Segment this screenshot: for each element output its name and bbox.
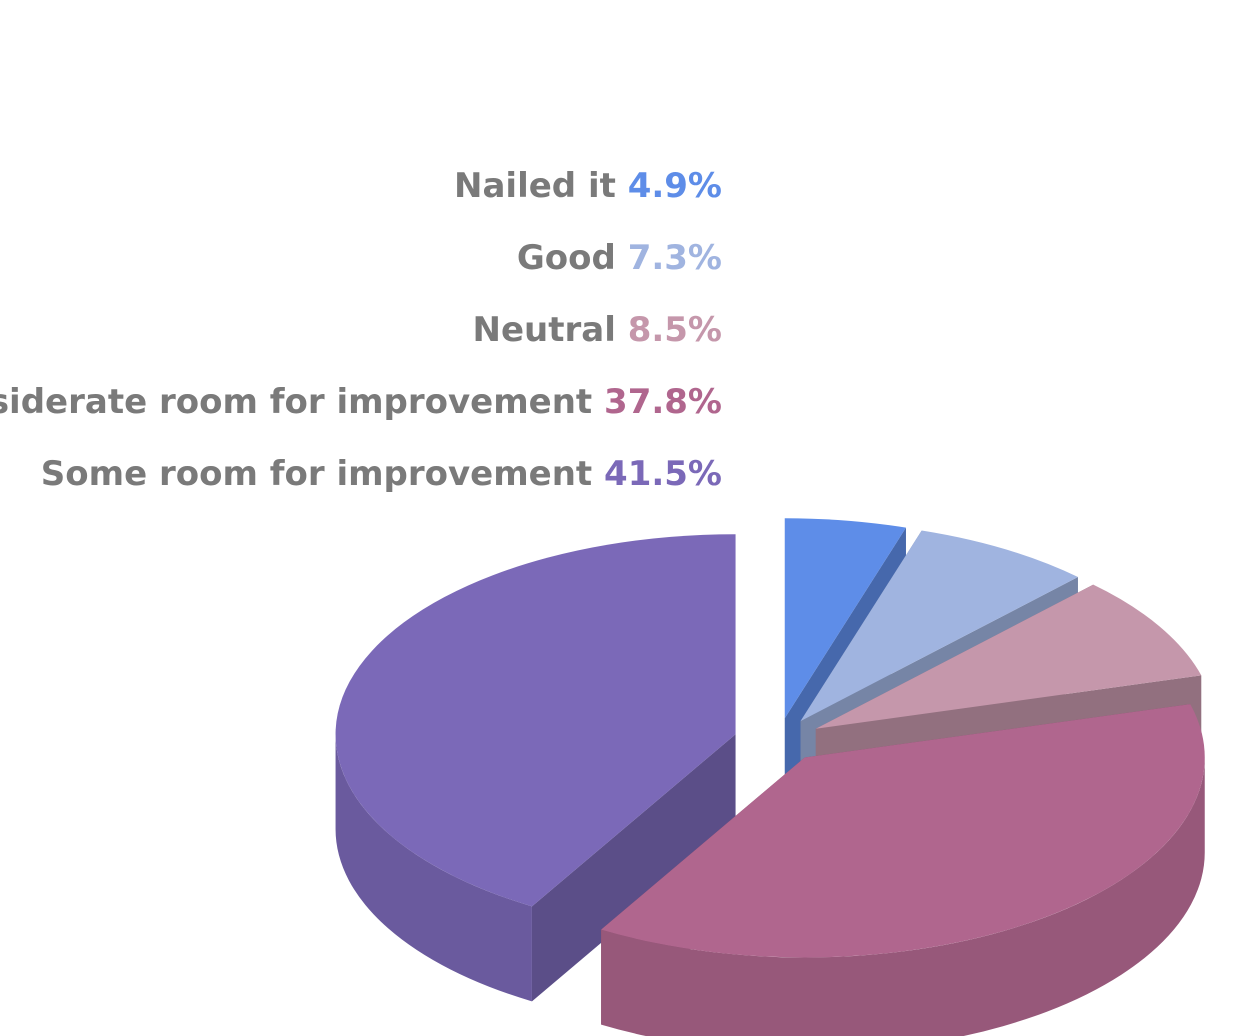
legend-value: 8.5% [628,310,722,350]
legend-value: 37.8% [604,382,722,422]
legend-label: Neutral [473,310,628,350]
pie-slices [335,518,1205,1036]
legend-item-good: Good 7.3% [517,238,722,278]
legend-value: 4.9% [628,166,722,206]
legend-value: 7.3% [628,238,722,278]
slice-top-face [815,584,1202,729]
pie-slice-some-room-for-improvement [335,534,736,1002]
slice-top-face [601,704,1205,958]
slice-cut-face [531,734,736,1002]
legend: Nailed it 4.9%Good 7.3%Neutral 8.5%Consi… [0,166,722,494]
pie-slice-considerate-room-for-improvement [601,704,1205,1036]
legend-label: Considerate room for improvement [0,382,604,422]
legend-item-some-room-for-improvement: Some room for improvement 41.5% [41,454,722,494]
slice-top-face [335,534,736,907]
legend-label: Some room for improvement [41,454,604,494]
slice-outer-wall [335,734,532,1002]
legend-item-considerate-room-for-improvement: Considerate room for improvement 37.8% [0,382,722,422]
slice-top-face [784,518,906,719]
legend-item-neutral: Neutral 8.5% [473,310,722,350]
slice-outer-wall [601,757,1205,1036]
legend-label: Good [517,238,628,278]
legend-item-nailed-it: Nailed it 4.9% [454,166,722,206]
legend-label: Nailed it [454,166,628,206]
slice-top-face [800,530,1078,722]
legend-value: 41.5% [604,454,722,494]
